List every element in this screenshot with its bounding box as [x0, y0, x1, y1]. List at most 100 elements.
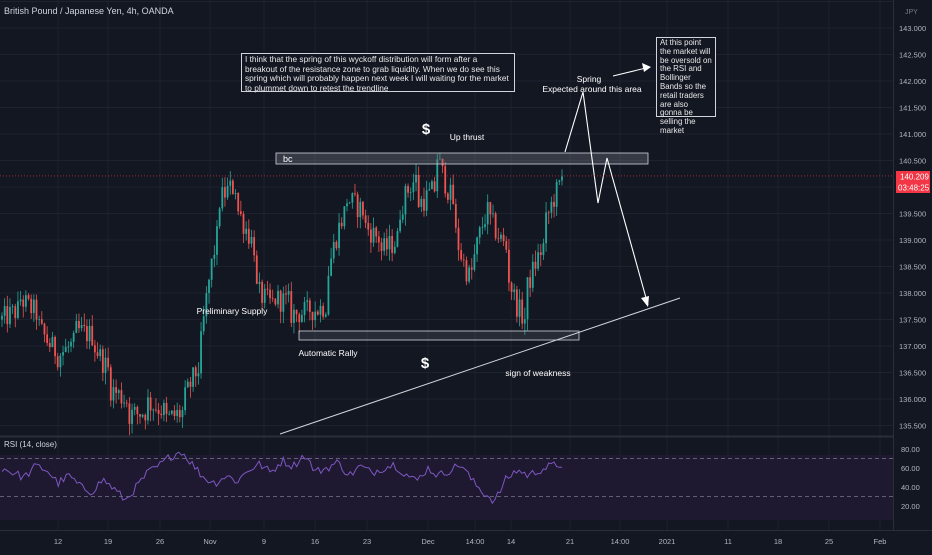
- candle-body: [46, 334, 49, 344]
- candle-body: [340, 222, 343, 227]
- candle-body: [271, 298, 274, 299]
- rsi-tick-label: 80.00: [901, 445, 920, 454]
- analysis-note-right[interactable]: At this point the market will be oversol…: [656, 37, 716, 135]
- candle-body: [492, 213, 494, 215]
- symbol-title[interactable]: British Pound / Japanese Yen, 4h, OANDA: [4, 6, 174, 16]
- candle-body: [476, 237, 478, 255]
- candle-body: [367, 222, 370, 230]
- candle-body: [473, 254, 476, 270]
- candle-body: [274, 298, 277, 305]
- time-tick-label: 14:00: [611, 537, 630, 546]
- candle-body: [377, 236, 380, 243]
- candle-body: [109, 367, 112, 401]
- candle-body: [290, 291, 293, 323]
- price-tick-label: 137.500: [899, 316, 926, 325]
- candle-body: [239, 211, 242, 215]
- candle-body: [497, 238, 500, 240]
- candle-body: [170, 410, 173, 414]
- candle-body: [436, 159, 439, 192]
- candle-body: [393, 246, 396, 253]
- candle-body: [155, 409, 157, 411]
- rsi-axis[interactable]: 20.00 40.00 60.00 80.00: [901, 445, 920, 511]
- candle-body: [550, 201, 553, 213]
- candle-body: [396, 231, 399, 247]
- candle-body: [157, 409, 160, 414]
- candle-body: [30, 298, 33, 314]
- candle-body: [521, 299, 524, 324]
- candle-body: [139, 414, 141, 417]
- rsi-tick-label: 60.00: [901, 464, 920, 473]
- candle-body: [399, 219, 402, 232]
- candle-body: [375, 227, 378, 237]
- price-tick-label: 138.000: [899, 289, 926, 298]
- candle-body: [446, 193, 449, 200]
- candle-body: [287, 291, 290, 295]
- last-price-value: 140.209: [900, 173, 929, 182]
- up-thrust-label: Up thrust: [450, 132, 485, 142]
- candle-body: [43, 323, 46, 335]
- time-tick-label: 14: [507, 537, 515, 546]
- candle-body: [189, 381, 192, 387]
- candle-body: [330, 258, 332, 276]
- candle-body: [136, 406, 139, 415]
- candle-body: [229, 180, 232, 186]
- candle-body: [70, 341, 72, 347]
- price-tick-label: 135.500: [899, 422, 926, 431]
- candle-body: [72, 332, 75, 342]
- candle-body: [468, 267, 471, 282]
- candle-body: [205, 293, 208, 317]
- analysis-note-top[interactable]: I think that the spring of this wyckoff …: [241, 53, 515, 93]
- candle-body: [298, 314, 301, 323]
- candle-body: [391, 236, 394, 253]
- candle-body: [133, 406, 136, 410]
- rsi-label[interactable]: RSI (14, close): [4, 440, 57, 449]
- candle-body: [54, 336, 56, 357]
- candle-body: [531, 261, 534, 288]
- preliminary-supply-label: Preliminary Supply: [197, 306, 269, 316]
- candle-body: [194, 367, 197, 377]
- candle-body: [370, 229, 372, 243]
- note-arrowhead-icon: [642, 63, 651, 72]
- candle-body: [534, 261, 537, 269]
- candle-body: [494, 213, 497, 239]
- candle-body: [523, 319, 526, 324]
- candle-body: [324, 314, 327, 317]
- candle-body: [22, 299, 25, 307]
- candle-body: [213, 254, 216, 259]
- candle-body: [3, 306, 6, 316]
- candle-body: [144, 414, 147, 421]
- candle-body: [346, 203, 348, 207]
- candle-body: [83, 324, 86, 327]
- candle-body: [356, 194, 359, 218]
- candle-body: [383, 238, 386, 251]
- price-tick-label: 136.500: [899, 369, 926, 378]
- candle-body: [388, 236, 391, 250]
- candle-body: [553, 201, 555, 207]
- candle-body: [539, 252, 542, 256]
- candle-body: [545, 212, 547, 244]
- time-axis[interactable]: 12 19 26 Nov 9 16 23 Dec 14:00 14 21 14:00 2021 11 18 2…: [54, 537, 887, 546]
- time-tick-label: 23: [363, 537, 371, 546]
- candle-body: [362, 201, 364, 216]
- time-tick-label: 11: [724, 537, 732, 546]
- rsi-band-fill: [0, 455, 893, 520]
- candle-body: [75, 321, 78, 333]
- candle-body: [359, 201, 362, 218]
- time-tick-label: Dec: [421, 537, 435, 546]
- candle-body: [319, 305, 322, 315]
- price-tick-label: 142.000: [899, 77, 926, 86]
- sign-of-weakness-label: sign of weakness: [505, 368, 570, 378]
- countdown-badge: [896, 182, 930, 193]
- price-tick-label: 138.500: [899, 263, 926, 272]
- candle-body: [17, 301, 19, 319]
- projected-path: [564, 91, 649, 306]
- candle-body: [452, 184, 455, 204]
- candle-body: [80, 324, 83, 329]
- candle-body: [197, 373, 200, 377]
- candle-body: [120, 390, 123, 404]
- candle-body: [200, 331, 202, 374]
- candle-body: [502, 234, 505, 242]
- candle-body: [14, 306, 17, 319]
- candle-body: [460, 250, 463, 260]
